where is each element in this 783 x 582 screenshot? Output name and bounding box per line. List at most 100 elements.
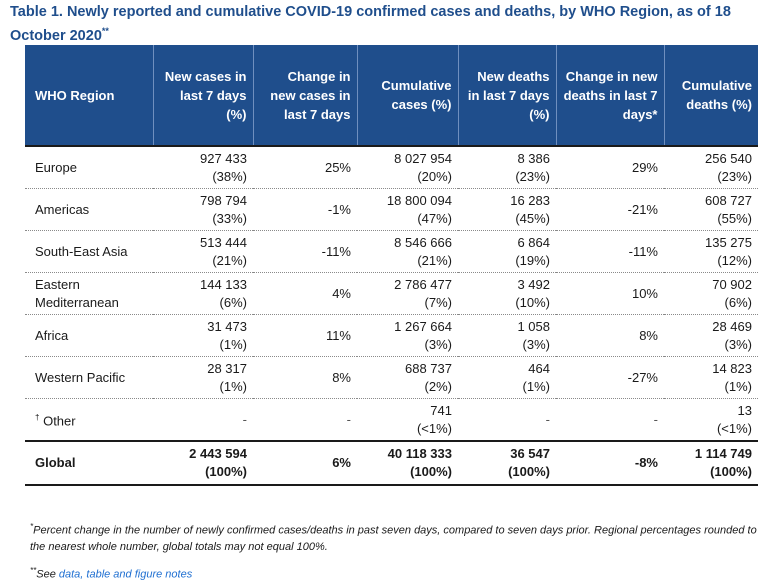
- change-cases-value: 4%: [332, 285, 351, 301]
- cum-cases-pct: (100%): [410, 464, 452, 479]
- cum-cases-value: 2 786 477: [394, 276, 452, 292]
- header-cum-deaths: Cumulative deaths (%): [663, 45, 758, 146]
- cum-deaths-pct: (100%): [710, 464, 752, 479]
- change-deaths-cell: -: [556, 398, 664, 442]
- cum-cases-cell: 1 267 664 (3%): [357, 314, 458, 357]
- cum-deaths-value: 256 540: [705, 150, 752, 166]
- change-cases-value: -: [346, 411, 351, 427]
- header-row: WHO Region New cases in last 7 days (%) …: [25, 45, 758, 146]
- change-deaths-cell: -8%: [556, 440, 664, 486]
- table-row: Western Pacific 28 317 (1%) 8% 688 737 (2%) 46…: [25, 356, 758, 399]
- new-cases-value: 2 443 594: [189, 446, 247, 461]
- table-row: Americas 798 794 (33%) -1% 18 800 094 (47%) 16…: [25, 188, 758, 231]
- region-name: South-East Asia: [35, 243, 128, 259]
- cum-cases-value: 688 737: [405, 360, 452, 376]
- cum-cases-cell: 40 118 333 (100%): [357, 440, 458, 486]
- new-deaths-value: 1 058: [517, 318, 550, 334]
- footnote: *Percent change in the number of newly c…: [30, 519, 770, 555]
- cum-deaths-value: 1 114 749: [694, 446, 752, 461]
- new-cases-value: 31 473: [207, 318, 247, 334]
- new-deaths-value: 6 864: [517, 234, 550, 250]
- header-change-cases: Change in new cases in last 7 days: [252, 45, 357, 146]
- change-deaths-value: -27%: [627, 369, 658, 385]
- cum-cases-pct: (20%): [417, 168, 452, 184]
- new-cases-cell: 28 317 (1%): [153, 356, 253, 399]
- covid-table: WHO Region New cases in last 7 days (%) …: [25, 45, 758, 486]
- header-change-deaths: Change in new deaths in last 7 days*: [555, 45, 664, 146]
- change-deaths-value: 10%: [631, 285, 658, 301]
- new-cases-pct: (38%): [212, 168, 247, 184]
- new-cases-cell: 927 433 (38%): [153, 145, 253, 189]
- new-deaths-cell: 464 (1%): [458, 356, 556, 399]
- change-cases-cell: 8%: [253, 356, 357, 399]
- table-row: Eastern Mediterranean 144 133 (6%) 4% 2 786 …: [25, 272, 758, 315]
- region-name: Global: [35, 455, 76, 470]
- cum-deaths-pct: (23%): [717, 168, 752, 184]
- new-deaths-cell: 36 547 (100%): [458, 440, 556, 486]
- change-deaths-cell: -11%: [556, 230, 664, 273]
- region-name: Americas: [35, 201, 90, 217]
- cum-cases-value: 1 267 664: [394, 318, 452, 334]
- table-row: Africa 31 473 (1%) 11% 1 267 664 (3%) 1 058 (3%…: [25, 314, 758, 357]
- title-sup: **: [101, 26, 109, 36]
- new-deaths-value: 3 492: [517, 276, 550, 292]
- footnote-text: Percent change in the number of newly co…: [30, 524, 757, 553]
- new-deaths-pct: (1%): [522, 378, 550, 394]
- cum-cases-cell: 18 800 094 (47%): [357, 188, 458, 231]
- cum-deaths-value: 14 823: [712, 360, 752, 376]
- new-deaths-cell: 6 864 (19%): [458, 230, 556, 273]
- region-name: Africa: [35, 327, 69, 343]
- cum-cases-pct: (21%): [417, 252, 452, 268]
- new-cases-value: 28 317: [207, 360, 247, 376]
- cum-cases-pct: (2%): [424, 378, 452, 394]
- new-deaths-cell: 1 058 (3%): [458, 314, 556, 357]
- change-deaths-value: -11%: [628, 243, 658, 259]
- cum-cases-pct: (47%): [417, 210, 452, 226]
- region-cell: Eastern Mediterranean: [25, 272, 153, 315]
- header-new-deaths: New deaths in last 7 days (%): [457, 45, 556, 146]
- new-deaths-pct: (23%): [515, 168, 550, 184]
- table-title: Table 1. Newly reported and cumulative C…: [10, 3, 770, 46]
- change-cases-cell: 6%: [253, 440, 357, 486]
- cum-deaths-cell: 28 469 (3%): [664, 314, 758, 357]
- change-deaths-value: 29%: [631, 159, 658, 175]
- table-row: Europe 927 433 (38%) 25% 8 027 954 (20%) 8 386…: [25, 145, 758, 189]
- cum-deaths-pct: (6%): [724, 294, 752, 310]
- cum-deaths-cell: 135 275 (12%): [664, 230, 758, 273]
- change-deaths-value: -21%: [627, 201, 658, 217]
- region-cell: Americas: [25, 188, 153, 231]
- cum-deaths-cell: 70 902 (6%): [664, 272, 758, 315]
- region-sup: †: [35, 412, 40, 422]
- cum-cases-value: 40 118 333: [387, 446, 452, 461]
- new-cases-pct: (1%): [219, 378, 247, 394]
- change-deaths-cell: -27%: [556, 356, 664, 399]
- new-cases-value: 144 133: [200, 276, 247, 292]
- cum-cases-value: 8 027 954: [394, 150, 452, 166]
- new-cases-cell: 31 473 (1%): [153, 314, 253, 357]
- change-cases-cell: 25%: [253, 145, 357, 189]
- new-deaths-value: 16 283: [510, 192, 550, 208]
- new-cases-value: 513 444: [200, 234, 247, 250]
- notes-link[interactable]: data, table and figure notes: [58, 568, 193, 581]
- cum-cases-cell: 8 027 954 (20%): [357, 145, 458, 189]
- cum-cases-value: 18 800 094: [386, 192, 452, 208]
- new-cases-cell: 798 794 (33%): [153, 188, 253, 231]
- see-note: **See data, table and figure notes: [30, 566, 192, 581]
- change-cases-cell: 11%: [253, 314, 357, 357]
- new-cases-value: 927 433: [200, 150, 247, 166]
- cum-deaths-pct: (12%): [717, 252, 752, 268]
- cum-cases-cell: 2 786 477 (7%): [357, 272, 458, 315]
- new-cases-cell: 513 444 (21%): [153, 230, 253, 273]
- change-deaths-cell: -21%: [556, 188, 664, 231]
- cum-deaths-cell: 1 114 749 (100%): [664, 440, 758, 486]
- region-cell: Western Pacific: [25, 356, 153, 399]
- new-cases-pct: (21%): [212, 252, 247, 268]
- new-cases-value: 798 794: [200, 192, 247, 208]
- cum-deaths-value: 608 727: [705, 192, 752, 208]
- cum-deaths-pct: (55%): [717, 210, 752, 226]
- new-cases-pct: (33%): [212, 210, 247, 226]
- cum-deaths-value: 135 275: [705, 234, 752, 250]
- new-deaths-cell: 8 386 (23%): [458, 145, 556, 189]
- new-deaths-pct: (45%): [515, 210, 550, 226]
- change-cases-cell: 4%: [253, 272, 357, 315]
